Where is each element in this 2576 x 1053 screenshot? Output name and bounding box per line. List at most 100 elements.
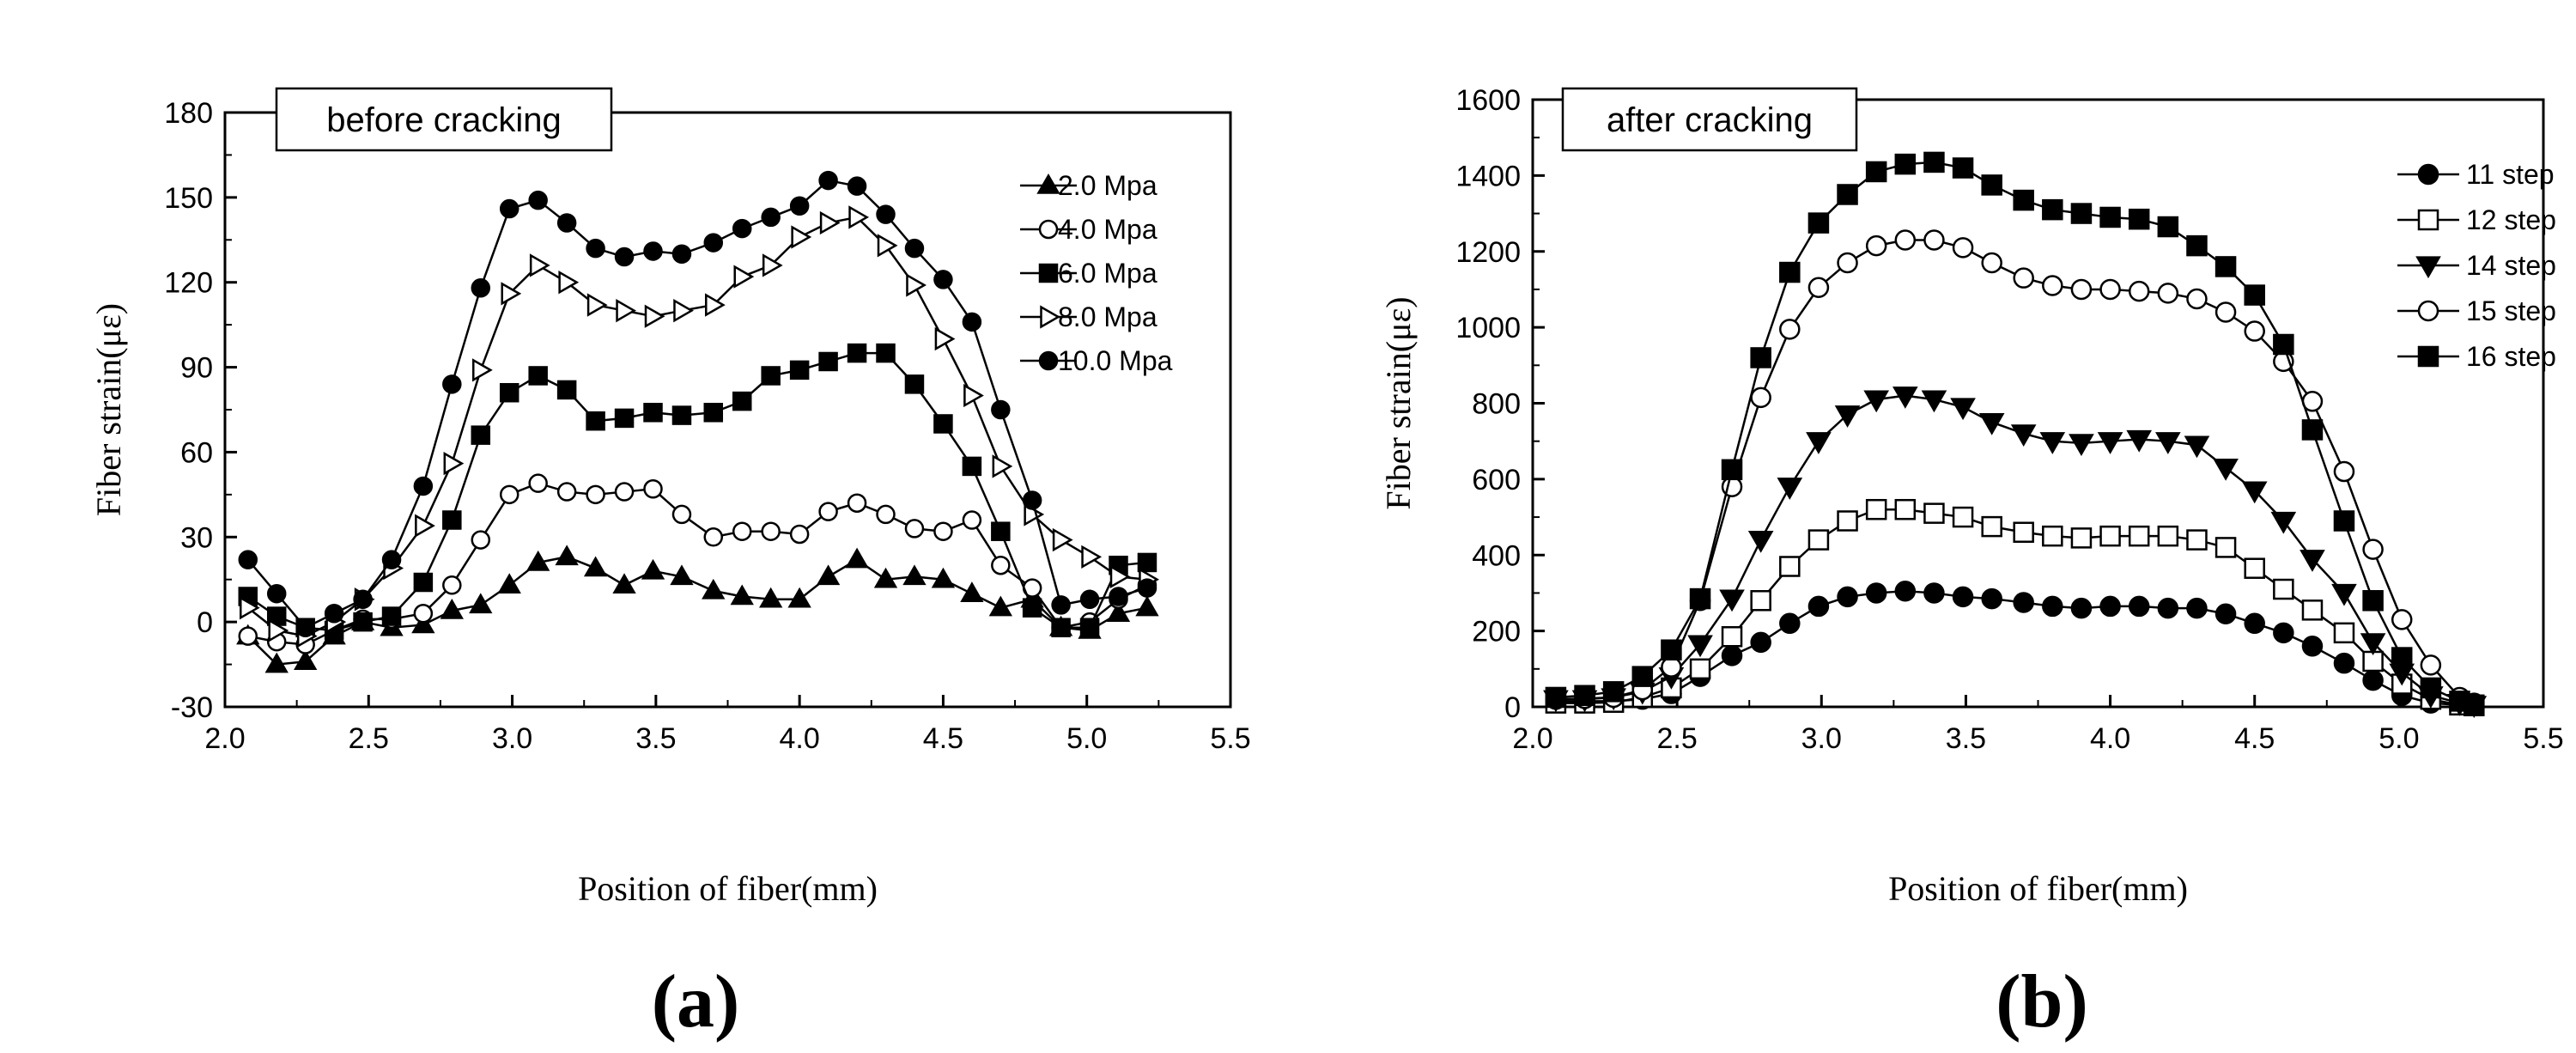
- data-point: [2362, 669, 2384, 691]
- data-point: [1687, 635, 1713, 658]
- data-point: [1981, 515, 2002, 538]
- y-tick-label: 180: [164, 97, 213, 130]
- data-point: [703, 527, 724, 547]
- x-tick-label: 5.5: [1210, 722, 1250, 755]
- data-point: [1807, 277, 1830, 298]
- data-point: [988, 595, 1013, 617]
- series-2-0-mpa: [236, 545, 1159, 673]
- data-point: [471, 278, 491, 298]
- data-point: [2215, 603, 2237, 624]
- data-point: [1981, 252, 2002, 274]
- data-point: [1779, 319, 1801, 340]
- data-point: [791, 225, 812, 249]
- data-point: [644, 304, 665, 328]
- data-point: [1865, 161, 1887, 183]
- data-point: [876, 504, 896, 525]
- data-point: [238, 626, 258, 646]
- data-point: [2186, 529, 2208, 551]
- data-point: [2331, 583, 2357, 606]
- legend-entry-15-step: 15 step: [2397, 295, 2556, 326]
- data-point: [933, 414, 953, 434]
- data-point: [442, 510, 462, 530]
- data-point: [2391, 609, 2413, 630]
- data-point: [2070, 203, 2093, 224]
- data-point: [381, 606, 402, 626]
- data-point: [2215, 537, 2237, 558]
- data-point: [440, 598, 464, 619]
- legend-marker: [2417, 345, 2439, 368]
- plot-frame: [1531, 98, 2545, 709]
- legend-entry-12-step: 12 step: [2397, 204, 2556, 235]
- data-point: [818, 170, 838, 191]
- data-point: [1952, 506, 1974, 528]
- data-point: [2155, 432, 2181, 454]
- data-point: [2099, 525, 2121, 547]
- data-point: [2270, 511, 2297, 534]
- y-tick-label: 60: [180, 436, 213, 469]
- data-point: [671, 504, 692, 525]
- legend-marker: [1036, 173, 1060, 194]
- data-point: [443, 451, 465, 476]
- data-point: [2070, 527, 2093, 549]
- x-tick-label: 3.0: [1801, 722, 1842, 755]
- data-point: [614, 482, 635, 502]
- data-point: [732, 391, 752, 411]
- data-point: [2186, 597, 2208, 619]
- panel-label: (a): [652, 960, 740, 1044]
- data-point: [963, 383, 984, 408]
- data-point: [1109, 587, 1128, 606]
- x-tick-label: 5.0: [1066, 722, 1107, 755]
- data-point: [2099, 595, 2121, 618]
- data-point: [733, 265, 755, 289]
- data-point: [238, 550, 258, 569]
- x-tick-label: 3.5: [635, 722, 676, 755]
- data-point: [2126, 429, 2153, 453]
- data-point: [818, 351, 838, 372]
- data-point: [847, 343, 867, 363]
- data-point: [2010, 424, 2037, 447]
- data-point: [1545, 686, 1567, 709]
- data-point: [2070, 278, 2093, 301]
- data-point: [933, 521, 953, 541]
- data-point: [266, 583, 287, 604]
- data-point: [2215, 256, 2237, 277]
- data-point: [1750, 347, 1771, 368]
- legend-marker: [1038, 219, 1059, 240]
- data-point: [1981, 587, 2002, 610]
- legend-marker: [1038, 350, 1059, 371]
- data-point: [472, 358, 493, 382]
- data-point: [816, 564, 841, 586]
- data-point: [528, 190, 548, 210]
- data-point: [1894, 580, 1917, 602]
- legend-marker: [2417, 209, 2439, 231]
- data-point: [2362, 590, 2384, 612]
- annotation-box: [275, 87, 613, 152]
- data-point: [413, 572, 434, 593]
- data-point: [2213, 459, 2239, 481]
- annotation-label: before cracking: [326, 101, 561, 139]
- data-point: [931, 567, 956, 588]
- data-point: [411, 612, 435, 634]
- data-point: [991, 521, 1011, 541]
- data-point: [789, 196, 810, 216]
- data-point: [2301, 419, 2324, 441]
- data-point: [2333, 460, 2355, 483]
- data-point: [2301, 600, 2324, 621]
- y-tick-label: 800: [1472, 388, 1521, 421]
- data-point: [1052, 527, 1073, 552]
- data-point: [2301, 636, 2324, 657]
- data-point: [528, 366, 548, 386]
- data-point: [1921, 390, 1947, 413]
- data-point: [2186, 234, 2208, 257]
- data-point: [2013, 521, 2034, 543]
- data-point: [643, 479, 663, 499]
- data-point: [2333, 652, 2355, 674]
- data-point: [876, 204, 896, 224]
- data-point: [2184, 435, 2210, 459]
- series-line: [246, 179, 1148, 630]
- x-tick-label: 2.5: [1657, 722, 1698, 755]
- data-point: [643, 403, 663, 423]
- legend-label: 14 step: [2466, 250, 2556, 281]
- data-point: [529, 253, 550, 277]
- data-point: [1923, 502, 1945, 524]
